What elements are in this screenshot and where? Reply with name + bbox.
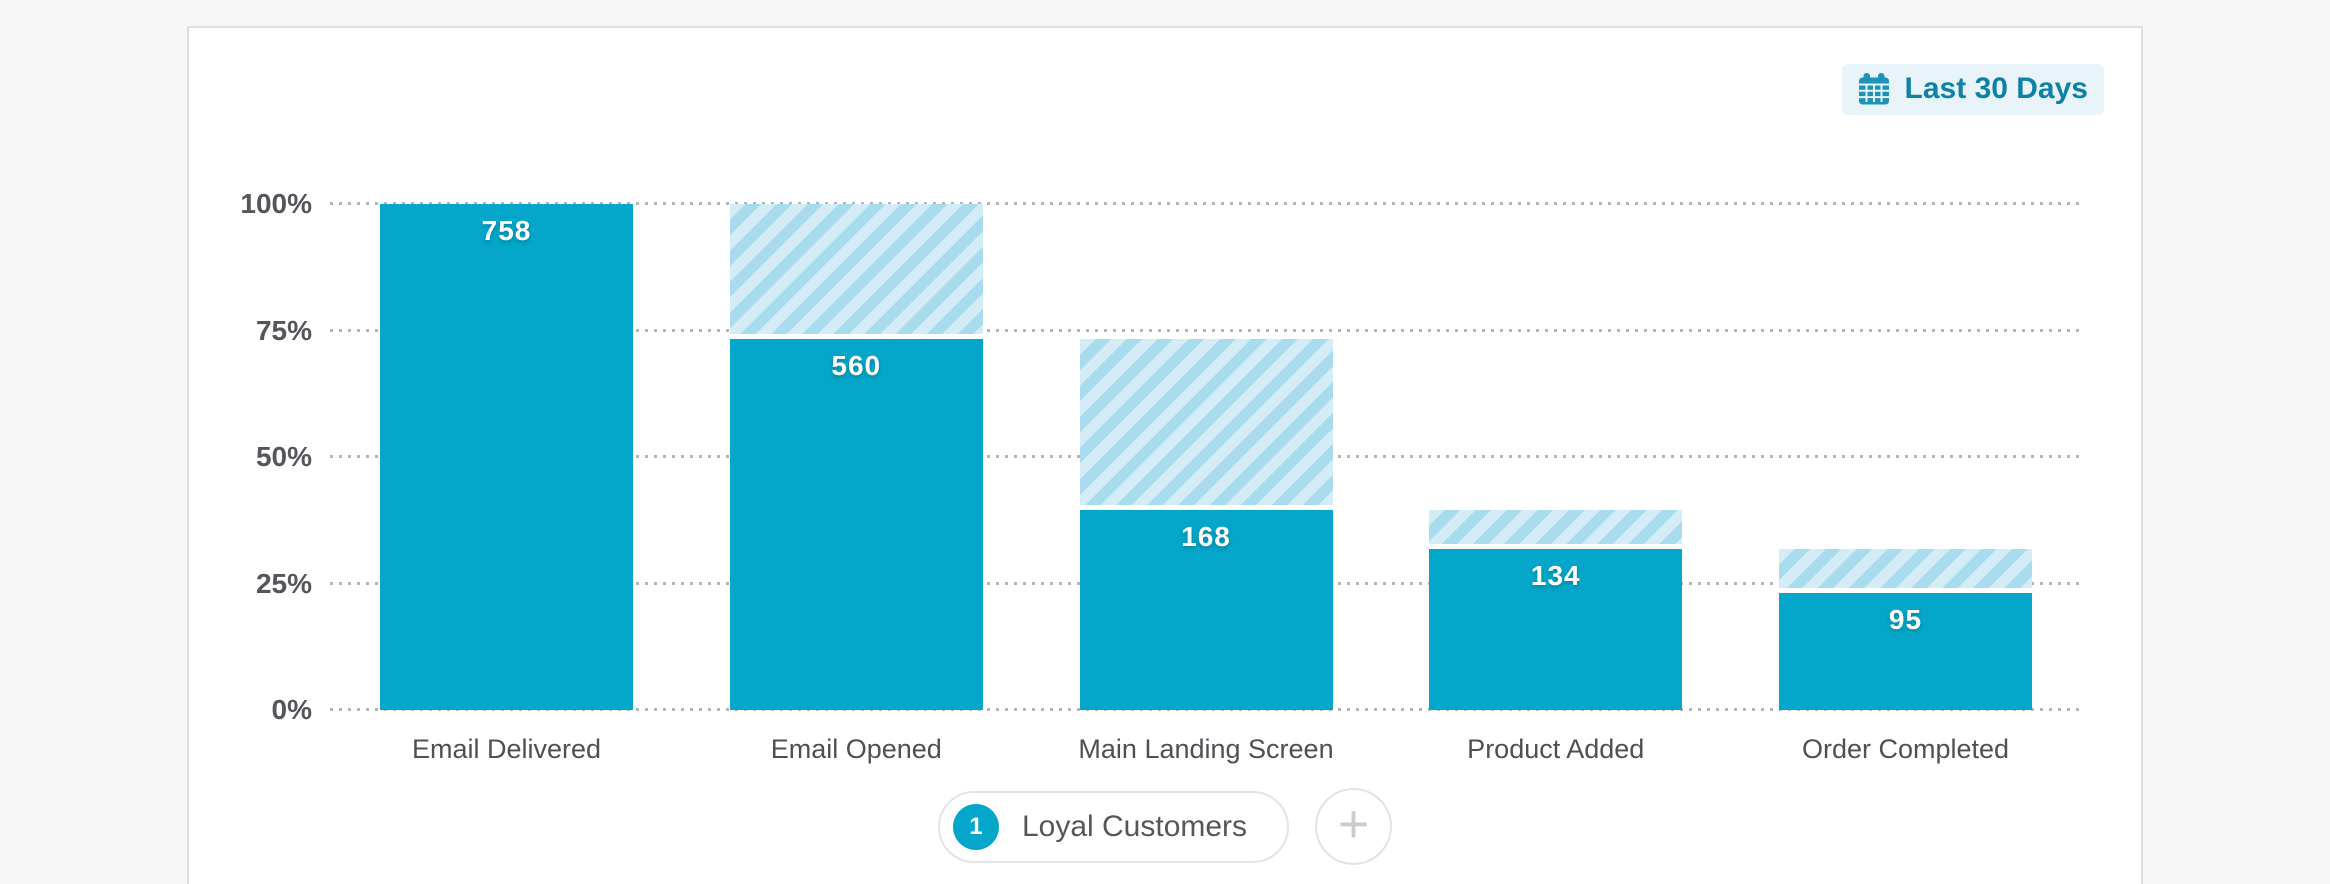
bar-value-label: 560 bbox=[831, 350, 882, 382]
y-axis-tick-label: 100% bbox=[240, 188, 312, 219]
date-range-label: Last 30 Days bbox=[1904, 72, 2088, 105]
y-axis-tick-label: 75% bbox=[255, 314, 312, 346]
bar-dropoff-hatch[interactable] bbox=[1429, 510, 1683, 545]
gridline bbox=[330, 202, 2082, 205]
funnel-chip-label: Loyal Customers bbox=[1021, 809, 1248, 843]
bar-segment[interactable]: 168 bbox=[1079, 510, 1333, 710]
bar-value-label: 168 bbox=[1181, 521, 1231, 553]
x-axis-category-label: Product Added bbox=[1467, 734, 1645, 764]
bar-value-label: 95 bbox=[1888, 604, 1923, 636]
x-axis-category-label: Main Landing Screen bbox=[1078, 734, 1334, 764]
funnel-bar-chart: 100% 75% 50% 25% 0% 758 Email Delivered 560 Emai… bbox=[240, 188, 2082, 764]
bar-segment[interactable]: 95 bbox=[1779, 593, 2032, 710]
funnel-selector-row: 1 Loyal Customers + bbox=[189, 788, 2141, 865]
funnel-step-slot: 758 Email Delivered bbox=[380, 204, 633, 764]
bar-dropoff-hatch[interactable] bbox=[1779, 549, 2032, 589]
funnel-chart-card: Last 30 Days 100% 75% 50% 25% 0% 758 Email Del… bbox=[187, 26, 2143, 884]
bar-dropoff-hatch[interactable] bbox=[1079, 339, 1333, 506]
funnel-step-slot: 560 Email Opened bbox=[729, 204, 983, 764]
y-axis-tick-label: 0% bbox=[271, 694, 312, 725]
bar-value-label: 134 bbox=[1530, 560, 1581, 592]
calendar-icon bbox=[1858, 73, 1889, 105]
bar-segment[interactable]: 758 bbox=[380, 204, 633, 710]
plus-icon: + bbox=[1337, 794, 1370, 854]
bars-row: 758 Email Delivered 560 Email Opened 168 Main… bbox=[330, 204, 2082, 764]
funnel-step-slot: 168 Main Landing Screen bbox=[1078, 204, 1334, 764]
gridline bbox=[330, 328, 2082, 332]
funnel-count-badge: 1 bbox=[952, 803, 999, 850]
x-axis-category-label: Order Completed bbox=[1801, 734, 2010, 764]
funnel-step-slot: 95 Order Completed bbox=[1779, 204, 2032, 764]
bar-segment[interactable]: 560 bbox=[729, 339, 983, 710]
add-funnel-button[interactable]: + bbox=[1315, 788, 1393, 865]
date-range-button[interactable]: Last 30 Days bbox=[1841, 64, 2104, 115]
bar-segment[interactable]: 134 bbox=[1429, 549, 1683, 710]
funnel-step-slot: 134 Product Added bbox=[1429, 204, 1683, 764]
funnel-chip-loyal-customers[interactable]: 1 Loyal Customers bbox=[937, 790, 1290, 863]
y-axis-tick-label: 50% bbox=[255, 441, 312, 472]
x-axis-category-label: Email Delivered bbox=[411, 734, 602, 764]
bar-dropoff-hatch[interactable] bbox=[729, 204, 983, 335]
bar-value-label: 758 bbox=[481, 215, 532, 246]
x-axis-category-label: Email Opened bbox=[770, 734, 942, 764]
y-axis-tick-label: 25% bbox=[255, 567, 312, 599]
